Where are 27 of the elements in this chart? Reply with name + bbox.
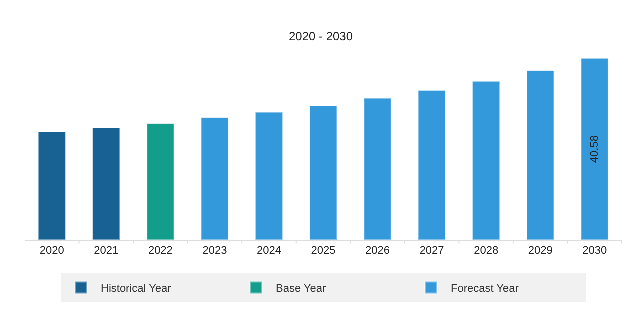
- x-tick-label: 2028: [474, 245, 499, 258]
- bar: [309, 105, 338, 240]
- chart-title: 2020 - 2030: [288, 29, 354, 44]
- x-tick-label: 2022: [148, 245, 173, 258]
- x-tick-label: 2025: [311, 245, 336, 258]
- bar: [92, 127, 120, 240]
- bar: [364, 98, 392, 240]
- x-tick-label: 2030: [582, 245, 608, 258]
- legend-label: Base Year: [276, 283, 326, 296]
- legend-label: Forecast Year: [451, 283, 520, 296]
- data-label: 40.58: [588, 136, 601, 164]
- bar: [580, 58, 609, 240]
- bar: [418, 90, 446, 240]
- x-tick-label: 2023: [202, 245, 228, 258]
- bar: [255, 112, 284, 240]
- x-tick-label: 2024: [256, 245, 282, 258]
- x-tick-label: 2026: [366, 245, 390, 258]
- bar: [472, 81, 500, 240]
- x-tick-label: 2021: [94, 245, 119, 258]
- bar: [526, 70, 555, 240]
- bar: [200, 117, 230, 240]
- x-tick-label: 2027: [420, 245, 444, 258]
- bar: [38, 132, 66, 240]
- x-tick-label: 2029: [528, 245, 553, 258]
- legend-label: Historical Year: [101, 283, 172, 296]
- x-tick-label: 2020: [40, 245, 64, 258]
- bar: [146, 123, 175, 240]
